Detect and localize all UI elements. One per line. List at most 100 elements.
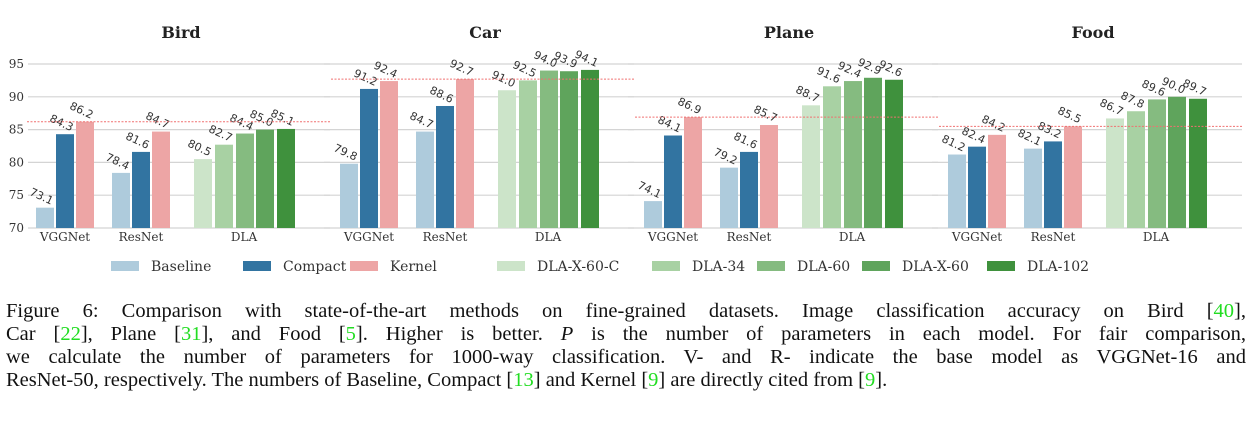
citation-link[interactable]: 5	[345, 323, 356, 345]
caption-text: Figure 6: Comparison with state-of-the-a…	[6, 300, 1214, 322]
bar-vggnet	[948, 154, 966, 228]
data-label: 84.7	[144, 109, 172, 131]
legend-swatch	[111, 261, 139, 271]
bar-dla	[1148, 99, 1166, 228]
citation-link[interactable]: 40	[1213, 300, 1235, 322]
data-label: 84.1	[656, 113, 684, 135]
bar-dla	[844, 81, 862, 228]
data-label: 88.7	[794, 83, 822, 105]
bar-resnet	[720, 167, 738, 228]
legend-swatch	[987, 261, 1015, 271]
data-label: 80.5	[186, 137, 214, 159]
legend-label: DLA-34	[692, 259, 745, 275]
panel-title: Bird	[161, 23, 200, 42]
group-label: VGGNet	[647, 230, 698, 244]
bar-vggnet	[56, 134, 74, 228]
bar-resnet	[132, 151, 150, 228]
legend: Baseline Compact Kernel DLA-X-60-C DLA-34 DLA…	[111, 259, 1089, 275]
caption-text: ], Plane [	[80, 323, 181, 345]
panel-title: Plane	[764, 23, 814, 42]
data-label: 79.8	[332, 141, 360, 163]
bar-dla	[864, 77, 882, 228]
bar-resnet	[760, 125, 778, 228]
legend-label: DLA-102	[1027, 259, 1089, 275]
data-label: 84.7	[408, 109, 436, 131]
bar-resnet	[1044, 141, 1062, 228]
legend-swatch	[862, 261, 890, 271]
data-label: 85.1	[269, 107, 297, 129]
y-tick-label: 95	[9, 57, 24, 71]
bar-dla	[519, 80, 537, 229]
group-label: DLA	[231, 230, 258, 244]
caption-line: Car [22], Plane [31], and Food [5]. High…	[6, 323, 1246, 346]
group-label: VGGNet	[343, 230, 394, 244]
bar-dla	[1168, 96, 1186, 228]
legend-label: Kernel	[390, 259, 437, 275]
panel-plane: Plane 74.1 84.186.9 VGGNet 79.281.6 85.7 ResNe…	[628, 23, 939, 244]
citation-link[interactable]: 13	[513, 369, 534, 391]
y-tick-label: 75	[9, 188, 24, 202]
bar-vggnet	[360, 88, 378, 228]
y-tick-label: 85	[9, 123, 24, 137]
bar-dla	[885, 79, 903, 228]
bar-resnet	[1064, 126, 1082, 228]
bar-dla	[540, 70, 558, 228]
data-label: 84.3	[48, 112, 76, 134]
caption-text: ResNet-50, respectively. The numbers of …	[6, 369, 514, 391]
caption-text: ],	[1234, 300, 1246, 322]
legend-label: DLA-X-60	[902, 259, 969, 275]
figure-caption: Figure 6: Comparison with state-of-the-a…	[6, 300, 1246, 392]
bar-resnet	[112, 172, 130, 228]
bar-resnet	[416, 131, 434, 228]
bar-dla	[215, 144, 233, 228]
legend-label: DLA-X-60-C	[537, 259, 619, 275]
y-tick-label: 80	[9, 155, 24, 169]
group-label: ResNet	[727, 230, 772, 244]
legend-swatch	[497, 261, 525, 271]
data-label: 89.7	[1181, 77, 1209, 99]
bar-resnet	[436, 105, 454, 228]
bar-vggnet	[340, 163, 358, 228]
legend-label: Compact	[283, 259, 347, 275]
citation-link[interactable]: 9	[648, 369, 659, 391]
caption-text: Car [	[6, 323, 61, 345]
group-label: ResNet	[1031, 230, 1076, 244]
bar-vggnet	[76, 121, 94, 228]
data-label: 92.6	[877, 58, 905, 80]
bar-vggnet	[380, 81, 398, 228]
bar-chart-figure: 707580859095Bird73.184.386.2VGGNet78.481…	[9, 23, 1243, 275]
citation-link[interactable]: 9	[865, 369, 876, 391]
data-label: 81.6	[124, 130, 152, 152]
citation-link[interactable]: 31	[180, 323, 202, 345]
data-label: 74.1	[636, 179, 664, 201]
group-label: DLA	[1143, 230, 1170, 244]
caption-text: ] and Kernel [	[533, 369, 649, 391]
bar-vggnet	[988, 134, 1006, 228]
bar-dla	[560, 71, 578, 228]
bar-dla	[802, 105, 820, 228]
legend-label: DLA-60	[797, 259, 850, 275]
bar-dla	[194, 159, 212, 228]
bar-vggnet	[684, 117, 702, 228]
caption-text: ], and Food [	[201, 323, 346, 345]
panel-title: Food	[1071, 23, 1114, 42]
data-label: 84.2	[980, 113, 1008, 135]
data-label: 81.6	[732, 130, 760, 152]
bar-dla	[277, 128, 295, 228]
bar-dla	[1127, 111, 1145, 228]
bar-dla	[823, 86, 841, 228]
legend-label: Baseline	[151, 259, 211, 275]
caption-line: ResNet-50, respectively. The numbers of …	[6, 369, 1246, 392]
panel-car: Car79.891.292.4VGGNet84.788.692.7ResNet9…	[324, 23, 635, 244]
bar-vggnet	[968, 146, 986, 228]
citation-link[interactable]: 22	[60, 323, 81, 345]
legend-swatch	[757, 261, 785, 271]
legend-swatch	[652, 261, 680, 271]
bar-dla	[498, 90, 516, 229]
legend-swatch	[243, 261, 271, 271]
caption-text: ]. Higher is better.	[355, 323, 561, 345]
data-label: 86.9	[676, 95, 704, 117]
data-label: 78.4	[104, 151, 132, 173]
caption-text: P	[560, 323, 574, 345]
panel-bird: Bird 73.1 84.386.2 VGGNet 78.481.684.7 ResNet…	[27, 23, 331, 244]
